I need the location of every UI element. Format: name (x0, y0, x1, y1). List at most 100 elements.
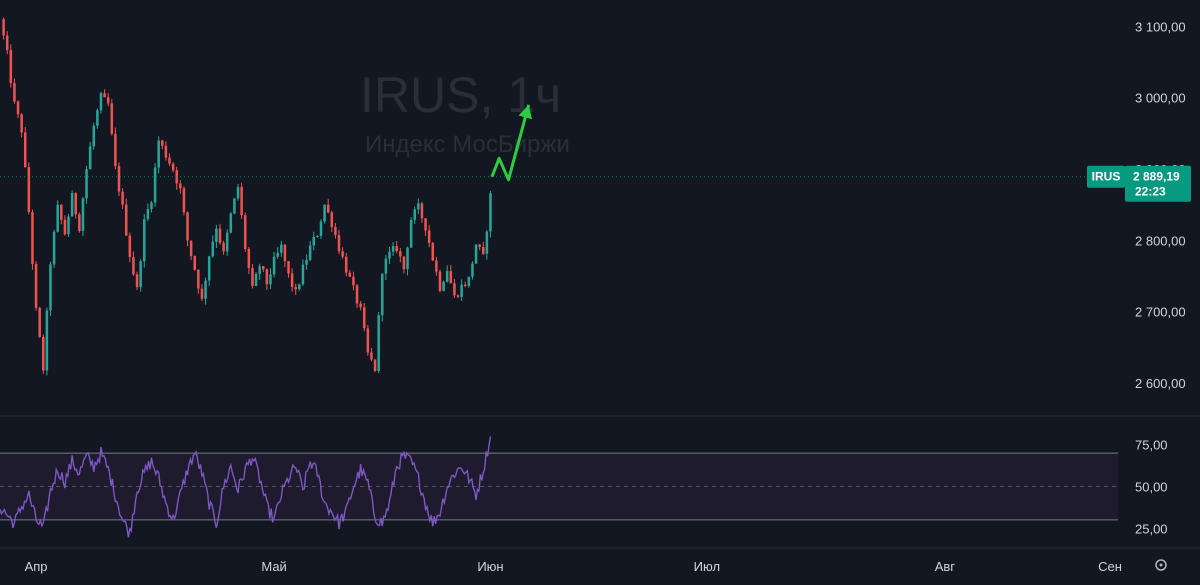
candle-body (395, 246, 398, 252)
watermark: IRUS, 1ч Индекс МосБиржи (360, 67, 570, 158)
candle-body (283, 244, 287, 262)
candle-body (316, 235, 319, 238)
candle-body (427, 230, 431, 243)
candle-body (359, 303, 362, 308)
candle-body (417, 203, 420, 210)
candle-body (164, 145, 168, 158)
candle-body (186, 212, 189, 241)
settings-icon[interactable] (1155, 559, 1167, 571)
candle-body (42, 336, 45, 371)
candles (2, 17, 492, 376)
rsi-tick-label: 50,00 (1135, 480, 1168, 495)
candle-body (485, 231, 489, 254)
time-tick-label: Апр (25, 559, 48, 574)
candle-body (233, 198, 236, 214)
rsi-axis: 75,00 50,00 25,00 (1135, 438, 1168, 537)
candle-body (81, 198, 85, 231)
candle-body (287, 261, 290, 274)
time-tick-label: Июл (694, 559, 720, 574)
candle-body (348, 272, 352, 277)
candle-body (298, 284, 301, 290)
candle-body (23, 132, 27, 168)
candle-body (67, 216, 70, 235)
time-tick-label: Июн (477, 559, 503, 574)
candle-body (121, 191, 124, 205)
candle-body (157, 140, 160, 168)
candle-body (88, 146, 92, 170)
candle-body (326, 204, 330, 213)
candle-body (78, 214, 81, 231)
settings-icon (1155, 559, 1167, 571)
candle-body (222, 242, 225, 252)
time-tick-label: Май (261, 559, 286, 574)
candle-body (179, 183, 182, 189)
price-tick-label: 2 800,00 (1135, 233, 1186, 248)
candle-body (56, 204, 59, 232)
candle-body (132, 257, 135, 275)
candle-body (110, 103, 114, 134)
candle-body (135, 274, 139, 288)
candle-body (168, 157, 171, 164)
candle-body (276, 252, 279, 257)
price-tick-label: 2 700,00 (1135, 305, 1186, 320)
candle-body (251, 267, 254, 286)
candle-body (265, 269, 269, 285)
candle-body (103, 93, 106, 98)
candle-body (388, 251, 391, 259)
candle-body (197, 269, 200, 289)
candle-body (449, 270, 453, 284)
candle-body (330, 212, 334, 228)
price-tick-label: 2 600,00 (1135, 376, 1186, 391)
candle-body (139, 261, 142, 288)
candle-body (117, 166, 121, 192)
candle-body (471, 263, 474, 277)
candle-body (409, 219, 413, 248)
time-axis[interactable]: Апр Май Июн Июл Авг Сен (25, 559, 1122, 574)
candle-body (189, 240, 193, 257)
candle-body (334, 227, 337, 235)
price-axis[interactable]: 3 100,003 000,002 900,002 800,002 700,00… (1135, 19, 1186, 391)
candle-body (207, 256, 211, 281)
time-tick-label: Сен (1098, 559, 1122, 574)
candle-body (200, 288, 204, 299)
candle-body (406, 247, 409, 270)
candle-body (453, 283, 456, 296)
candle-body (301, 264, 305, 285)
candle-body (52, 231, 56, 265)
candle-body (290, 273, 294, 287)
candle-body (355, 285, 359, 304)
candle-body (384, 258, 388, 274)
candle-body (211, 241, 215, 257)
candle-body (240, 186, 243, 216)
candle-body (96, 110, 99, 126)
candle-body (204, 280, 207, 299)
candle-body (243, 215, 247, 249)
candle-body (308, 245, 312, 260)
candle-body (420, 203, 424, 219)
candle-body (49, 264, 52, 311)
candle-body (258, 266, 261, 274)
price-badge-value: 2 889,19 (1133, 170, 1180, 184)
price-badge-box (1125, 165, 1191, 202)
candle-body (153, 167, 157, 203)
candle-body (171, 163, 175, 171)
candle-body (2, 19, 5, 36)
candle-body (99, 93, 103, 111)
candle-body (344, 256, 348, 273)
price-badge-countdown: 22:23 (1135, 185, 1166, 199)
candle-body (460, 284, 463, 297)
time-tick-label: Авг (935, 559, 956, 574)
candle-body (225, 232, 229, 252)
candle-body (218, 228, 222, 243)
candle-body (34, 263, 38, 308)
candle-body (482, 247, 485, 254)
candle-body (60, 204, 63, 220)
candle-body (391, 246, 395, 252)
rsi-line (0, 436, 492, 538)
candle-body (474, 244, 478, 264)
candle-body (413, 209, 417, 220)
symbol-badge (1087, 165, 1125, 188)
candle-body (124, 204, 128, 236)
